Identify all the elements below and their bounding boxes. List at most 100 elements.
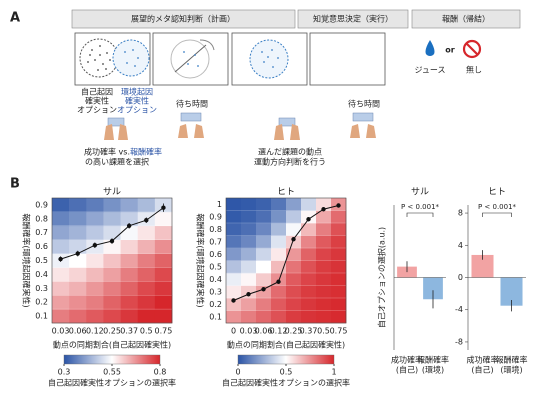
heat-cell [86, 295, 104, 310]
data-point [75, 251, 80, 256]
x-tick-label: 0.25 [103, 327, 121, 336]
heat-cell [120, 211, 139, 227]
heat-cell [286, 260, 302, 274]
heat-cell [226, 223, 242, 236]
data-point [109, 238, 115, 244]
dots [261, 49, 279, 68]
task-text: の高い課題を選択 [85, 157, 149, 167]
heat-cell [241, 298, 257, 311]
data-point [321, 207, 326, 212]
option-label: 確実性 [125, 96, 149, 106]
dots [183, 51, 199, 67]
arrow [174, 44, 207, 73]
heat-cell [241, 260, 257, 274]
heat-cell [226, 198, 242, 211]
y-tick-label: 0.5 [35, 256, 48, 265]
heat-cell [52, 239, 70, 254]
wait-label: 待ち時間 [176, 99, 208, 109]
colorbar-tick-label: 0 [235, 368, 240, 377]
heat-cell [316, 198, 332, 211]
header: 報酬（帰結） [442, 14, 490, 24]
heat-cell [256, 248, 272, 261]
arrow [199, 39, 215, 51]
x-tick-label: 0.75 [155, 327, 173, 336]
colorbar-label: 自己起因確実性オプションの選択率 [222, 378, 350, 388]
option-label: 自己起因 [81, 87, 113, 97]
heat-cell [52, 211, 70, 227]
heat-cell [103, 295, 121, 310]
y-tick-label: 0.8 [209, 225, 222, 234]
dots [87, 45, 111, 71]
heat-cell [331, 210, 347, 224]
heat-cell [137, 267, 156, 282]
colorbar [63, 354, 161, 365]
heat-cell [256, 198, 272, 211]
bar [423, 277, 443, 300]
heat-cell [120, 295, 139, 310]
x-tick-label: 0.06 [255, 327, 273, 336]
heat-cell [120, 309, 139, 324]
data-point [58, 256, 63, 262]
heat-cell [226, 273, 242, 286]
y-axis-label: 報酬確率(環境起因確実性) [22, 213, 32, 307]
heat-cell [241, 310, 257, 324]
colorbar-label: 自己起因確実性オプションの選択率 [48, 378, 176, 388]
juice-label: ジュース [414, 66, 445, 75]
heat-cell [286, 210, 302, 224]
colorbar-tick-label: 0.8 [154, 368, 167, 377]
heat-cell [286, 248, 302, 261]
data-point [306, 217, 311, 222]
y-tick-label: 0.1 [35, 312, 48, 321]
x-tick-label: 報酬確率 [417, 355, 449, 365]
data-point [144, 218, 149, 223]
bar [471, 254, 494, 278]
y-tick-label: 0.9 [35, 200, 48, 209]
heat-cell [103, 239, 121, 254]
heat-cell [256, 298, 272, 311]
wait-label: 待ち時間 [348, 99, 380, 109]
x-tick-label: 成功確率 [467, 355, 499, 365]
colorbar-tick-label: 1 [331, 368, 336, 377]
heat-cell [331, 310, 347, 324]
colorbar-tick-label: 0.3 [58, 368, 71, 377]
heat-cell [86, 253, 104, 268]
x-tick-label: 0.37 [120, 327, 138, 336]
heat-cell [301, 260, 317, 274]
heat-cell [69, 225, 87, 240]
x-tick-label: 0.5 [317, 327, 330, 336]
header-box [297, 9, 409, 29]
x-tick-label: 0.12 [86, 327, 104, 336]
x-tick-label: 0.03 [240, 327, 258, 336]
y-axis-label: 自己オプションの選択(a.u.) [377, 227, 387, 328]
heat-cell [120, 281, 139, 296]
heat-cell [256, 260, 272, 274]
heat-cell [256, 223, 272, 236]
heat-cell [316, 273, 332, 286]
none-icon [462, 39, 482, 59]
colorbar-tick-label: 0.55 [103, 368, 121, 377]
heat-cell [120, 267, 139, 282]
heat-cell [103, 267, 121, 282]
chart-title: ヒト [277, 187, 295, 198]
heat-cell [241, 248, 257, 261]
chart-title: サル [103, 187, 121, 198]
heat-cell [256, 235, 272, 249]
heat-cell [154, 225, 173, 240]
task-text: 報酬確率 [130, 147, 162, 157]
none-label: 無し [466, 65, 482, 75]
x-tick-label: 0.12 [270, 327, 288, 336]
chart-title: サル [411, 187, 429, 198]
plot-frame [225, 197, 347, 324]
heat-cell [241, 223, 257, 236]
annotation: P < 0.001* [478, 203, 517, 211]
heat-cell [316, 298, 332, 311]
heat-cell [103, 211, 121, 227]
y-tick-label: 8 [458, 209, 463, 218]
option-label: 確実性 [85, 96, 109, 106]
heat-cell [103, 253, 121, 268]
none-icon [465, 42, 479, 56]
heat-cell [69, 281, 87, 296]
data-point [336, 203, 341, 208]
heat-cell [286, 273, 302, 286]
